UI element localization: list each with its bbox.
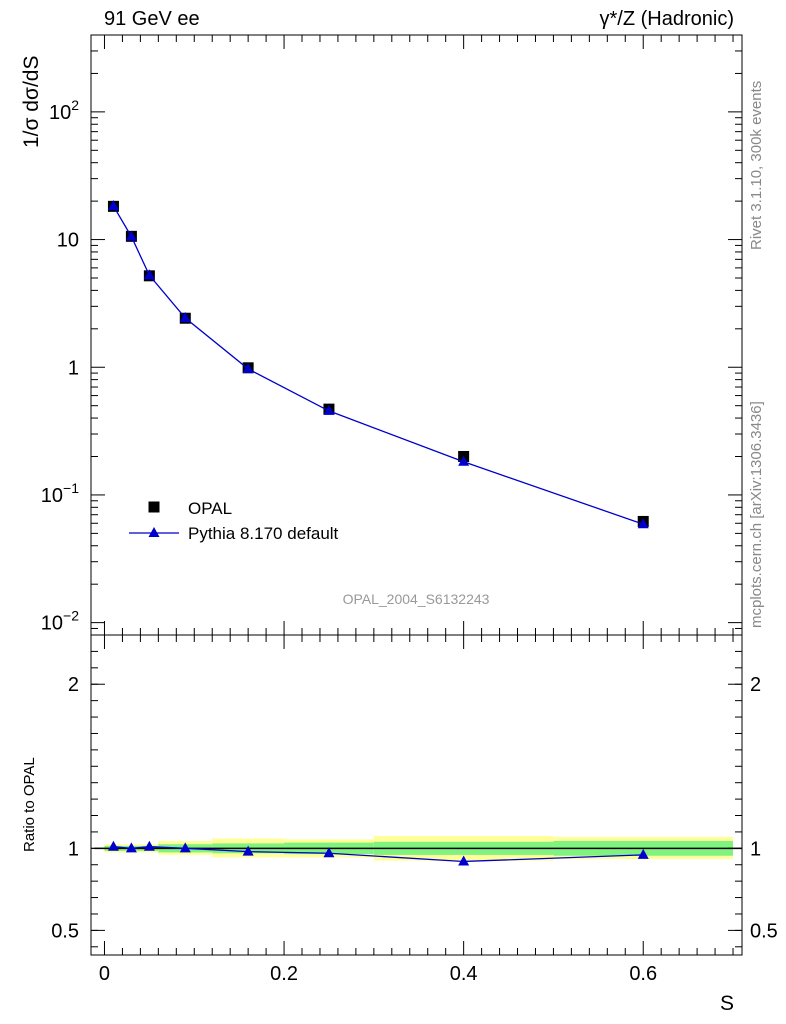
ratio-panel-series: [107, 840, 649, 866]
ratio-point: [242, 845, 254, 856]
pythia-point: [179, 312, 191, 323]
ratio-y-tick-label-left: 0.5: [51, 920, 79, 942]
ratio-y-tick-label-right: 2: [750, 674, 761, 696]
plot-frames: [90, 34, 743, 956]
main-y-axis-label: 1/σ dσ/dS: [20, 55, 43, 148]
legend-pythia-marker: [148, 527, 160, 537]
x-tick-label: 0.4: [450, 963, 478, 985]
pythia-line: [112, 205, 644, 525]
pythia-point: [637, 518, 649, 529]
ratio-y-axis-label: Ratio to OPAL: [21, 757, 38, 852]
ratio-point: [458, 855, 470, 866]
legend-opal-label: OPAL: [188, 499, 232, 518]
main-y-tick-label: 10−2: [41, 608, 79, 635]
ratio-point: [179, 842, 191, 853]
ratio-point: [637, 848, 649, 859]
ratio-point: [323, 847, 335, 858]
pythia-point: [323, 404, 335, 415]
analysis-watermark: OPAL_2004_S6132243: [343, 591, 490, 607]
main-y-tick-label: 10: [57, 230, 79, 252]
x-axis-label: S: [720, 992, 734, 1015]
ratio-y-tick-label-right: 1: [750, 838, 761, 860]
x-tick-label: 0: [99, 963, 110, 985]
legend-opal-marker: [148, 501, 160, 513]
x-tick-label: 0.6: [629, 963, 657, 985]
main-panel-series: [107, 200, 649, 529]
main-y-tick-label: 1: [68, 357, 79, 379]
ratio-y-tick-label-left: 1: [68, 838, 79, 860]
header-right-label: γ*/Z (Hadronic): [599, 8, 734, 30]
ratio-y-tick-label-right: 0.5: [750, 920, 778, 942]
pythia-point: [458, 455, 470, 466]
ratio-point: [143, 840, 155, 851]
main-panel-frame: [90, 34, 743, 636]
axis-labels: 10−2 10−1 1 10 102 0.5 0.5 1 1 2 2 0 0.2 0.4 0.6 S OPAL_…: [41, 97, 778, 1015]
axis-ticks: [91, 34, 742, 955]
ratio-panel-frame: [90, 634, 743, 956]
ratio-point: [125, 842, 137, 853]
legend: OPAL Pythia 8.170 default: [129, 499, 339, 543]
main-y-tick-label: 102: [49, 97, 79, 124]
legend-pythia-label: Pythia 8.170 default: [188, 524, 339, 543]
ratio-y-tick-label-left: 2: [68, 674, 79, 696]
main-y-tick-label: 10−1: [41, 480, 79, 507]
header-left-label: 91 GeV ee: [104, 8, 200, 30]
pythia-point: [125, 230, 137, 241]
x-tick-label: 0.2: [270, 963, 298, 985]
ratio-point: [107, 840, 119, 851]
pythia-point: [143, 269, 155, 280]
pythia-point: [107, 200, 119, 211]
pythia-point: [242, 362, 254, 373]
